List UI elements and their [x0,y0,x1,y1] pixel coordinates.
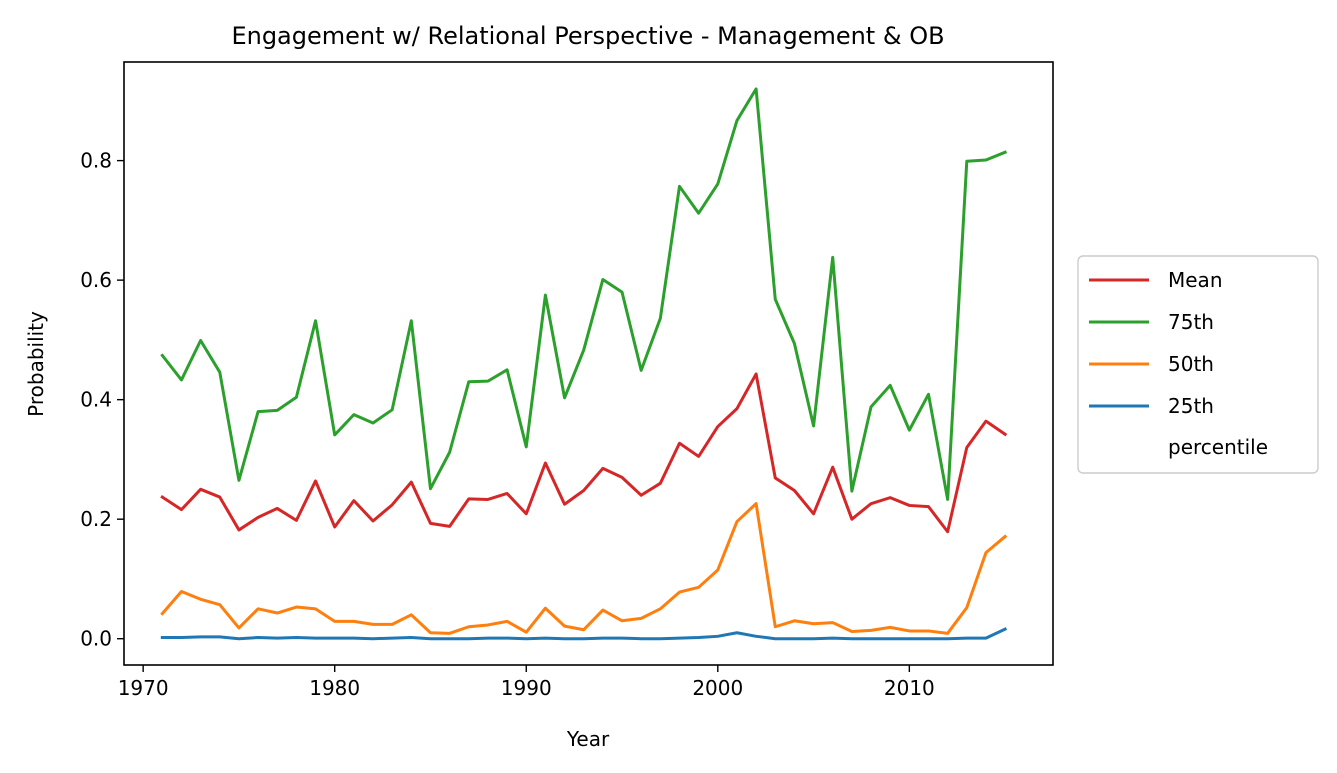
y-axis-label: Probability [24,311,48,417]
legend-label-75th: 75th [1168,310,1214,334]
x-axis-label: Year [566,727,610,751]
chart-title: Engagement w/ Relational Perspective - M… [231,22,944,50]
series-line-mean [160,372,1008,534]
y-tick-label: 0.0 [80,627,112,651]
plot-area: 1970 1980 1990 2000 2010 0.0 0.2 0.4 0.6 0.8 [80,61,1054,700]
x-tick-label: 1990 [501,676,552,700]
series-line-75th [160,87,1008,501]
plot-frame [123,61,1054,666]
x-axis: 1970 1980 1990 2000 2010 [118,665,935,700]
y-tick-label: 0.6 [80,268,112,292]
legend-label-50th: 50th [1168,352,1214,376]
y-axis: 0.0 0.2 0.4 0.6 0.8 [80,149,124,651]
legend-label-mean: Mean [1168,268,1223,292]
y-tick-label: 0.4 [80,388,112,412]
series-line-25th [160,627,1008,641]
legend-label-25th: 25th [1168,394,1214,418]
legend: Mean 75th 50th 25th percentile [1077,255,1319,474]
x-tick-label: 1970 [118,676,169,700]
y-tick-label: 0.2 [80,507,112,531]
legend-extra-text: percentile [1168,435,1268,459]
legend-items: Mean 75th 50th 25th [1089,268,1223,418]
x-tick-label: 1980 [309,676,360,700]
x-tick-label: 2010 [884,676,935,700]
legend-frame [1077,255,1319,474]
x-tick-label: 2000 [692,676,743,700]
series-line-50th [160,502,1008,635]
series-layer [160,87,1008,641]
y-tick-label: 0.8 [80,149,112,173]
